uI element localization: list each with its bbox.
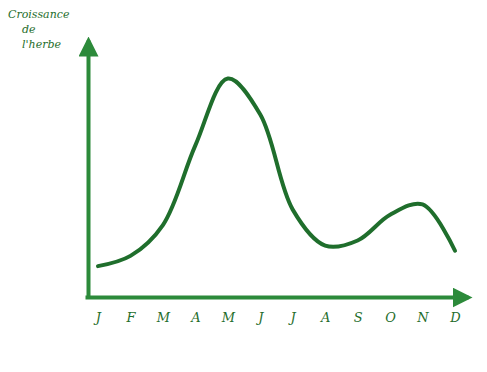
x-tick-label: A [190,310,200,325]
x-tick-label: A [320,310,330,325]
x-tick: J [288,310,297,325]
x-axis-line [86,296,469,300]
y-axis-title-line: de [22,23,36,36]
x-tick: M [221,310,236,325]
y-axis-title-line: l'herbe [22,38,61,51]
x-tick: J [255,310,264,325]
x-tick: J [93,310,102,325]
x-tick-label: F [125,310,136,325]
growth-line [98,78,455,266]
x-tick: O [385,310,396,325]
y-axis-title-line: Croissance [8,8,70,21]
chart: J F M A M J J A S O N D Croissance de l'herbe [0,0,487,372]
y-axis-title: Croissance de l'herbe [8,8,70,51]
x-tick: A [320,310,330,325]
plot-area [98,78,455,266]
x-axis: JFMAMJJASOND [86,298,469,326]
x-tick-label: D [449,310,461,325]
x-tick-label: N [416,310,429,325]
x-tick: A [190,310,200,325]
x-tick-label: J [93,310,102,325]
x-tick-label: S [354,310,363,325]
x-tick: D [449,310,461,325]
x-tick-label: M [156,310,171,325]
x-tick: M [156,310,171,325]
x-tick-label: J [288,310,297,325]
x-tick-label: O [385,310,396,325]
x-tick-label: J [255,310,264,325]
x-tick: S [354,310,363,325]
x-tick: F [125,310,136,325]
x-tick: N [416,310,429,325]
y-axis-line [87,41,91,298]
y-axis [88,41,89,298]
x-tick-label: M [221,310,236,325]
